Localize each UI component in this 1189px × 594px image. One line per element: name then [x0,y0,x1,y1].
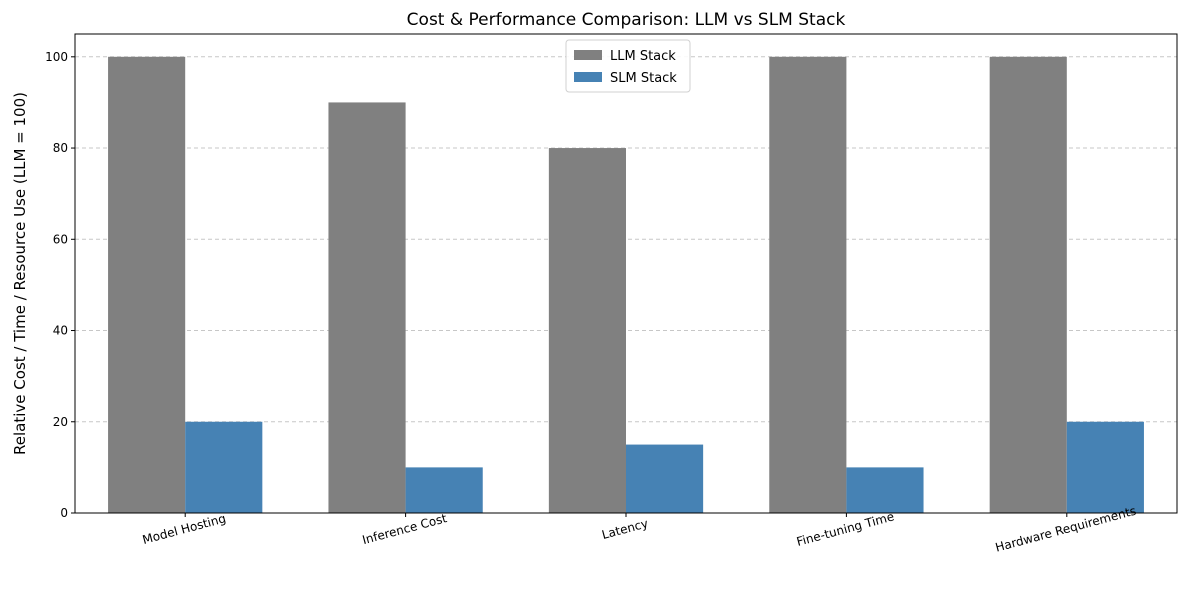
y-tick-label: 40 [53,324,68,338]
bars [108,56,1144,514]
legend-swatch [574,50,602,60]
y-tick-label: 20 [53,415,68,429]
x-tick-label: Fine-tuning Time [795,509,896,548]
bar-llm-stack-2 [548,148,626,514]
bar-slm-stack-3 [846,467,924,513]
legend-label: LLM Stack [610,49,676,64]
y-tick-label: 80 [53,141,68,155]
bar-slm-stack-1 [405,467,483,513]
x-tick-label: Inference Cost [361,511,449,547]
bar-slm-stack-4 [1066,421,1144,513]
y-axis-ticks: 0 20 40 60 80 100 [45,50,75,520]
legend: LLM Stack SLM Stack [565,39,691,93]
bar-llm-stack-4 [989,56,1067,514]
x-tick-label: Latency [600,516,649,542]
y-tick-label: 0 [60,506,68,520]
y-tick-label: 60 [53,232,68,246]
bar-llm-stack-3 [769,56,847,514]
bar-llm-stack-0 [108,56,186,514]
legend-swatch [574,72,602,82]
bar-slm-stack-0 [185,421,263,513]
bar-slm-stack-2 [626,444,704,513]
y-tick-label: 100 [45,50,68,64]
bar-llm-stack-1 [328,102,406,513]
y-axis-title: Relative Cost / Time / Resource Use (LLM… [11,92,29,455]
legend-label: SLM Stack [610,71,677,86]
x-tick-label: Model Hosting [141,511,227,547]
chart-title: Cost & Performance Comparison: LLM vs SL… [407,10,846,30]
